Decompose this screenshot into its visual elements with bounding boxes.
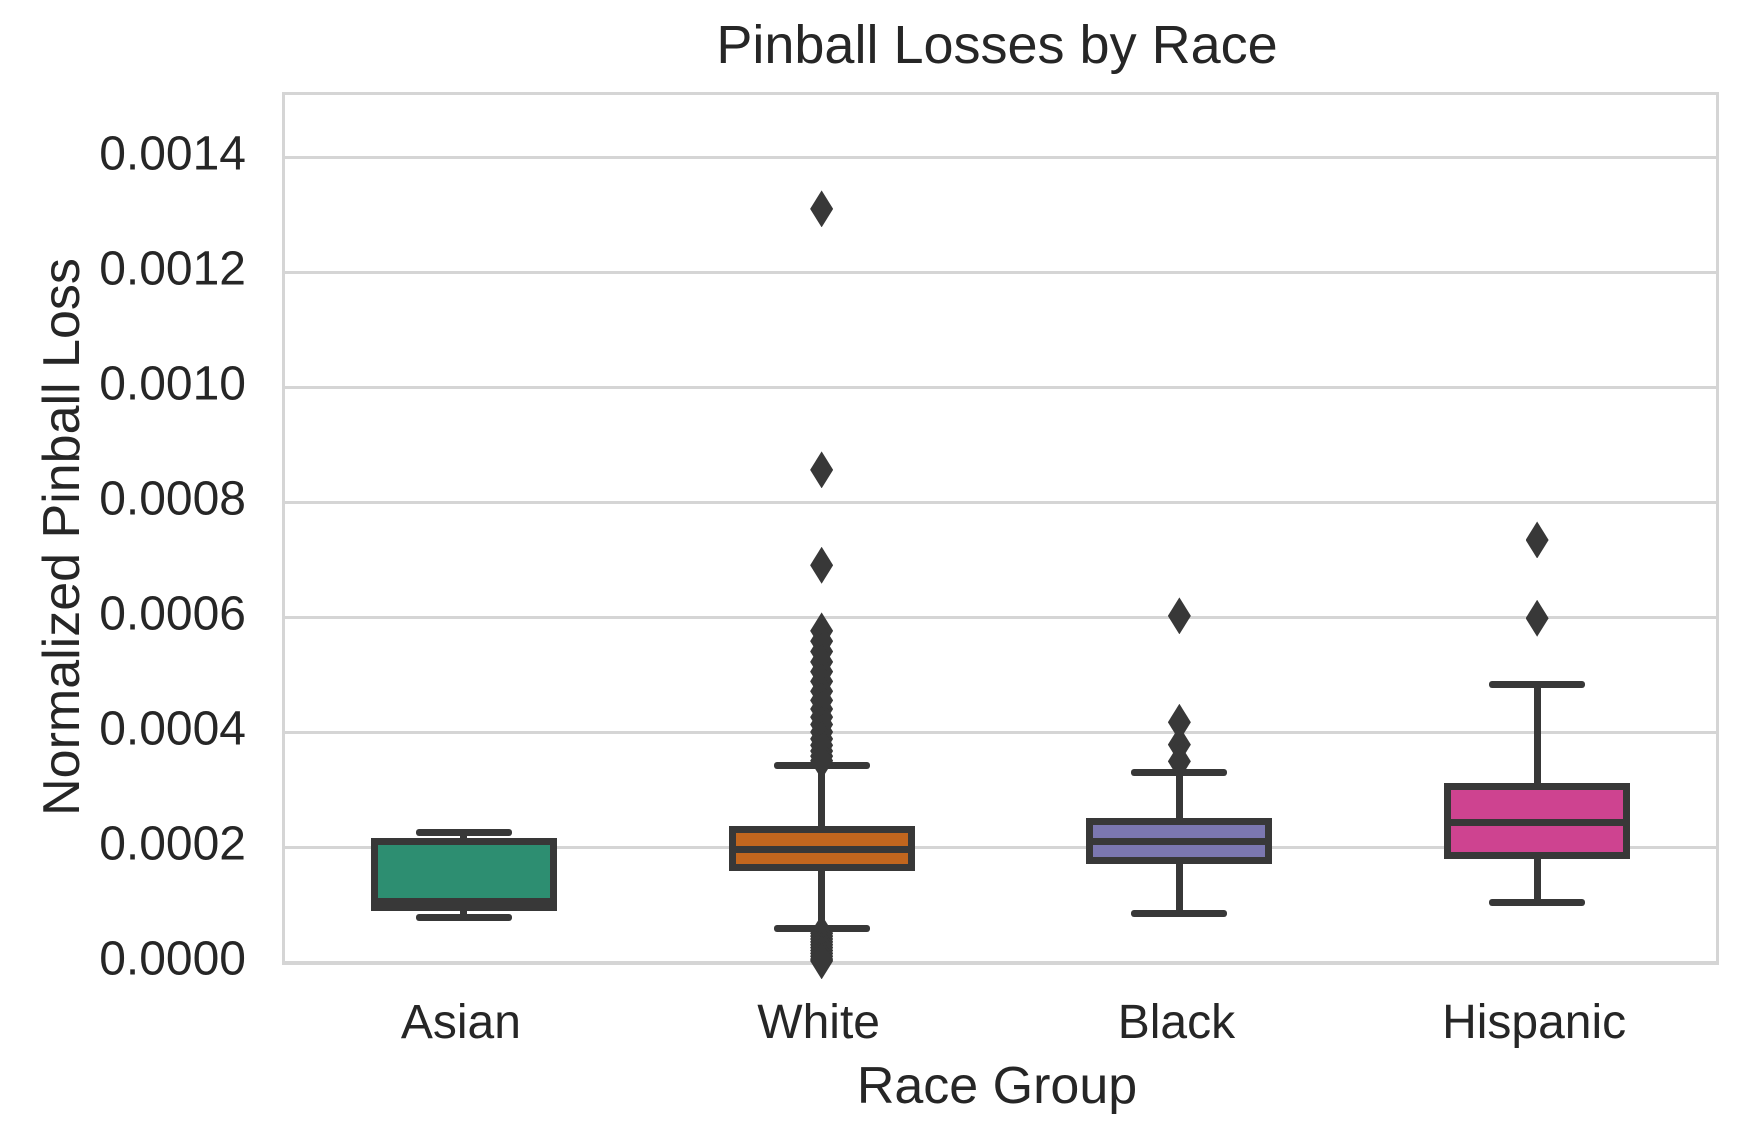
x-tick-label-white: White xyxy=(757,996,880,1049)
y-tick-label: 0.0012 xyxy=(99,242,246,296)
y-tick-label: 0.0008 xyxy=(99,472,246,526)
outlier-marker xyxy=(1525,521,1549,559)
median-line xyxy=(1444,819,1631,827)
y-tick-label: 0.0000 xyxy=(99,932,246,986)
outlier-marker xyxy=(810,942,834,980)
gridline xyxy=(285,270,1716,274)
outlier-marker xyxy=(810,190,834,228)
lower-whisker xyxy=(460,907,468,918)
y-tick-label: 0.0014 xyxy=(99,127,246,181)
x-tick-label-hispanic: Hispanic xyxy=(1442,996,1627,1049)
lower-whisker xyxy=(1533,855,1541,903)
outlier-marker xyxy=(1167,597,1191,635)
lower-whisker-cap xyxy=(1131,909,1228,917)
upper-whisker xyxy=(460,832,468,842)
y-tick-label: 0.0010 xyxy=(99,357,246,411)
lower-whisker xyxy=(818,867,826,929)
outlier-marker xyxy=(810,546,834,584)
outlier-marker xyxy=(1167,742,1191,780)
y-tick-label: 0.0004 xyxy=(99,702,246,756)
x-tick-label-asian: Asian xyxy=(400,996,521,1049)
gridline xyxy=(285,845,1716,849)
x-axis-label: Race Group xyxy=(856,1057,1138,1115)
x-tick-label-black: Black xyxy=(1117,996,1236,1049)
upper-whisker xyxy=(1175,772,1183,822)
median-line xyxy=(370,897,557,905)
upper-whisker-cap xyxy=(1489,681,1586,689)
upper-whisker xyxy=(818,765,826,830)
outlier-marker xyxy=(810,742,834,780)
y-tick-label: 0.0002 xyxy=(99,817,246,871)
outlier-marker xyxy=(1167,703,1191,741)
median-line xyxy=(728,846,915,854)
y-tick-label: 0.0006 xyxy=(99,587,246,641)
lower-whisker-cap xyxy=(1489,899,1586,907)
upper-whisker-cap xyxy=(415,828,512,836)
upper-whisker xyxy=(1533,684,1541,787)
gridline xyxy=(285,730,1716,734)
gridline xyxy=(285,155,1716,159)
plot-area xyxy=(282,92,1719,980)
median-line xyxy=(1086,837,1273,845)
chart-title: Pinball Losses by Race xyxy=(716,15,1278,75)
lower-whisker xyxy=(1175,860,1183,914)
lower-whisker-cap xyxy=(415,914,512,922)
gridline xyxy=(285,500,1716,504)
outlier-marker xyxy=(1525,599,1549,637)
outlier-marker xyxy=(810,451,834,489)
gridline xyxy=(285,385,1716,389)
gridline xyxy=(285,615,1716,619)
gridline xyxy=(285,960,1716,964)
